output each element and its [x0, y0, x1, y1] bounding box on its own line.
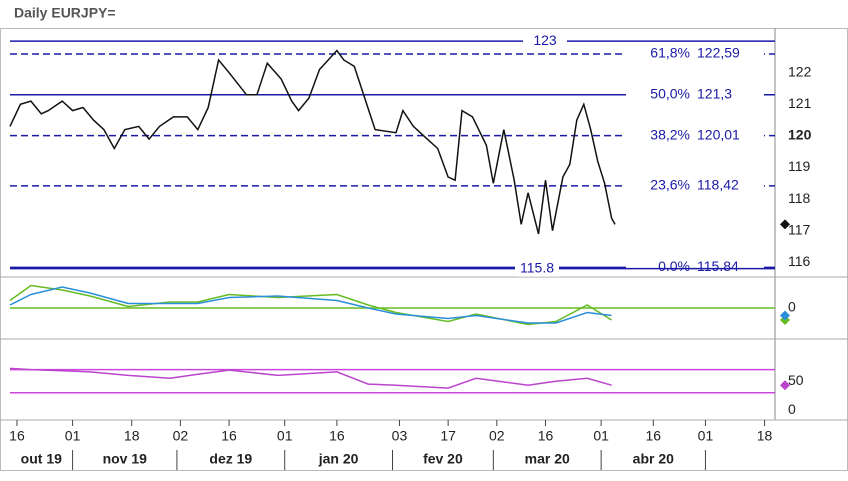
- y-tick-label: 50: [788, 372, 804, 388]
- y-tick-label: 121: [788, 95, 812, 111]
- fib-pct: 23,6%: [650, 177, 690, 193]
- last-value-marker: [780, 219, 790, 230]
- series-line: [9, 49, 616, 235]
- series-line: [9, 286, 612, 324]
- y-tick-label: 122: [788, 63, 812, 79]
- month-label: jan 20: [318, 451, 359, 467]
- fib-label: 122,59: [697, 45, 740, 61]
- chart-title: Daily EURJPY=: [14, 5, 116, 21]
- fib-pct: 61,8%: [650, 45, 690, 61]
- y-tick-label: 117: [788, 221, 811, 237]
- series-line: [9, 284, 612, 326]
- y-tick-label: 119: [788, 158, 811, 174]
- y-tick-label: 118: [788, 190, 811, 206]
- fib-label: 120,01: [697, 126, 740, 142]
- y-tick-label: 116: [788, 253, 811, 269]
- fib-pct: 38,2%: [650, 126, 690, 142]
- label-bg: [523, 33, 567, 50]
- month-label: fev 20: [423, 451, 463, 467]
- month-label: mar 20: [525, 451, 570, 467]
- fib-label: 115.8: [520, 259, 554, 275]
- fib-label: 121,3: [697, 86, 732, 102]
- x-tick-label: 01: [698, 428, 714, 444]
- label-bg: [626, 46, 764, 63]
- x-tick-label: 18: [757, 428, 773, 444]
- x-tick-label: 01: [65, 428, 81, 444]
- x-tick-label: 16: [9, 428, 25, 444]
- x-tick-label: 16: [221, 428, 237, 444]
- x-tick-label: 02: [489, 428, 505, 444]
- x-tick-label: 03: [392, 428, 408, 444]
- fib-pct: 50,0%: [650, 86, 690, 102]
- x-tick-label: 16: [646, 428, 662, 444]
- x-tick-label: 16: [538, 428, 554, 444]
- x-tick-label: 18: [124, 428, 140, 444]
- label-bg: [626, 127, 764, 144]
- month-label: abr 20: [633, 451, 674, 467]
- label-bg: [515, 260, 559, 277]
- fib-pct: 0.0%: [658, 258, 690, 274]
- month-label: out 19: [21, 451, 62, 467]
- x-tick-label: 01: [277, 428, 293, 444]
- fib-label: 123: [533, 32, 557, 48]
- label-bg: [626, 259, 764, 276]
- fib-label: 115.84: [697, 258, 739, 274]
- x-tick-label: 17: [440, 428, 456, 444]
- x-tick-label: 01: [593, 428, 609, 444]
- month-label: dez 19: [209, 451, 252, 467]
- x-tick-label: 16: [329, 428, 345, 444]
- fib-label: 118,42: [697, 177, 739, 193]
- series-line: [9, 367, 612, 389]
- month-label: nov 19: [103, 451, 148, 467]
- y-tick-label: 120: [788, 127, 812, 143]
- label-bg: [626, 86, 764, 103]
- last-value-marker: [780, 380, 790, 391]
- x-tick-label: 02: [173, 428, 189, 444]
- y-tick-label: 0: [788, 401, 796, 417]
- last-value-marker: [780, 310, 790, 321]
- y-tick-label: 0: [788, 299, 796, 315]
- label-bg: [626, 177, 764, 194]
